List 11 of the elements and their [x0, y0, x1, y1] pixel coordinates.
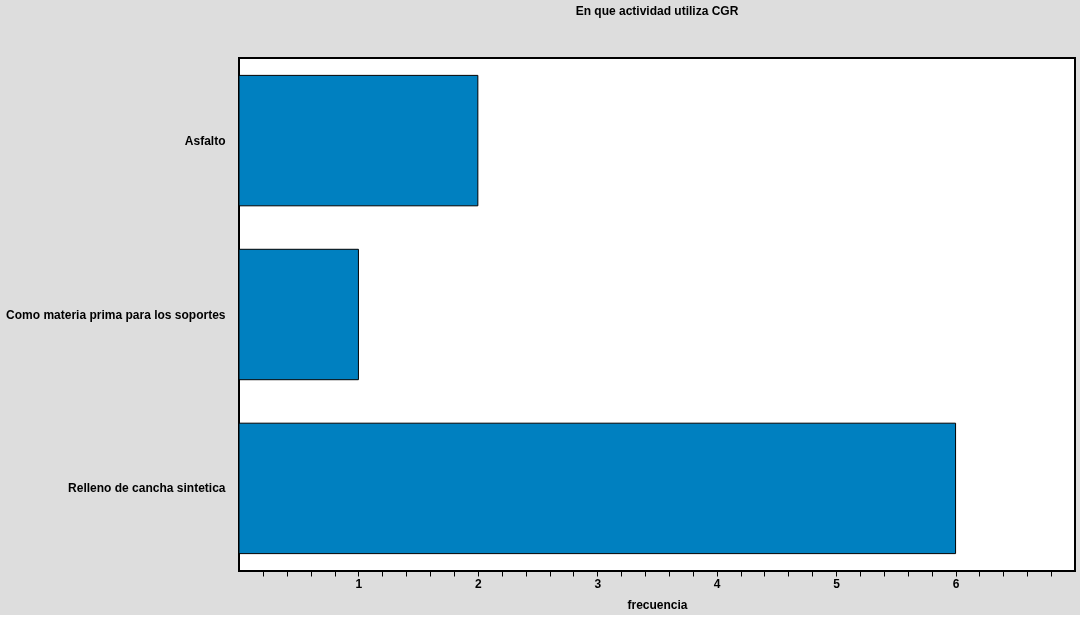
y-tick-label: Como materia prima para los soportes [6, 307, 226, 322]
x-tick-label: 3 [594, 576, 602, 591]
y-tick-label: Relleno de cancha sintetica [68, 481, 226, 496]
x-tick-label: 1 [355, 576, 363, 591]
x-tick-label: 4 [713, 576, 721, 591]
x-tick-label: 6 [952, 576, 960, 591]
x-axis-title: frecuencia [627, 597, 688, 612]
x-tick-label: 5 [833, 576, 841, 591]
chart-title: En que actividad utiliza CGR [575, 4, 739, 18]
y-tick-label: Asfalto [184, 133, 226, 148]
x-tick-label: 2 [475, 576, 483, 591]
